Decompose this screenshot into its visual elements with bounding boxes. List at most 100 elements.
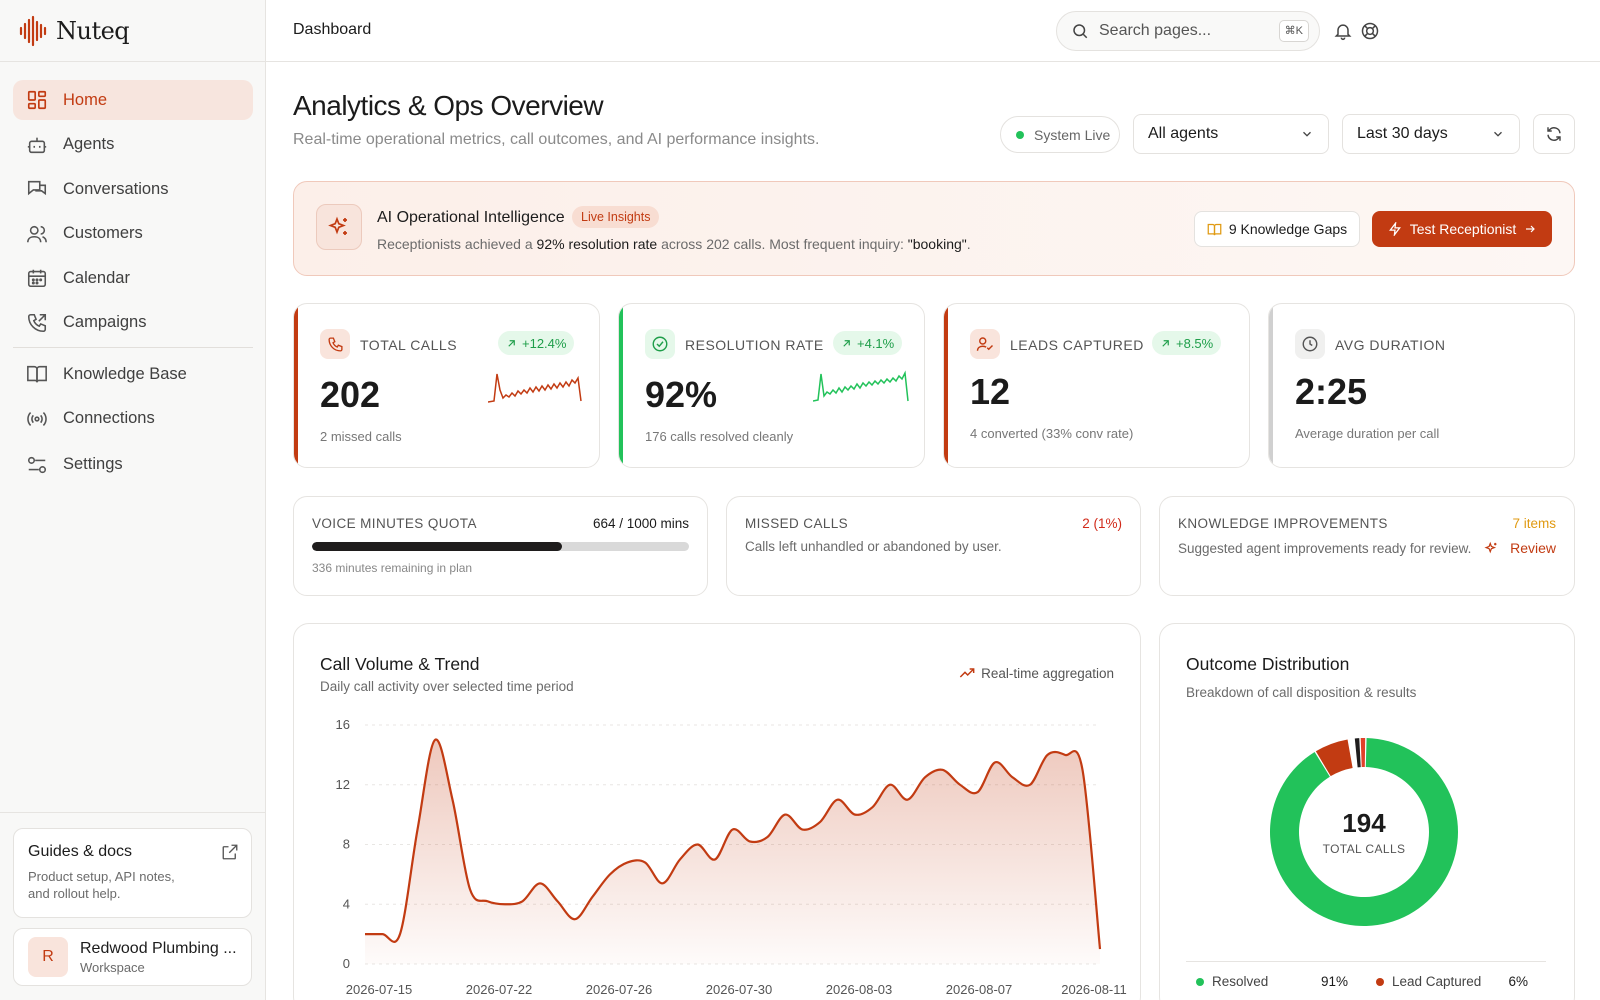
test-receptionist-button[interactable]: Test Receptionist — [1372, 211, 1552, 247]
sidebar-item-knowledge-base[interactable]: Knowledge Base — [13, 354, 253, 394]
guides-title: Guides & docs — [28, 843, 133, 860]
sidebar-item-conversations[interactable]: Conversations — [13, 169, 253, 209]
kpi-value: 92% — [645, 374, 718, 415]
kpi-label: LEADS CAPTURED — [1010, 337, 1144, 353]
kpi-card-resolution-rate: RESOLUTION RATE +4.1% 92% 176 calls reso… — [618, 303, 925, 468]
search-box[interactable]: ⌘K — [1056, 11, 1320, 51]
area-fill — [365, 739, 1100, 964]
external-link-icon[interactable] — [221, 843, 239, 861]
sidebar-item-agents[interactable]: Agents — [13, 125, 253, 165]
legend-dot — [1196, 977, 1204, 986]
sidebar-item-calendar[interactable]: Calendar — [13, 258, 253, 298]
test-receptionist-label: Test Receptionist — [1409, 221, 1517, 237]
panel-subtitle: Daily call activity over selected time p… — [320, 679, 574, 694]
kpi-value: 12 — [970, 371, 1011, 412]
check-circle-icon — [652, 336, 668, 352]
kpi-value: 2:25 — [1295, 371, 1368, 412]
search-input[interactable] — [1099, 22, 1269, 40]
workspace-switcher[interactable]: R Redwood Plumbing ... Workspace — [13, 928, 252, 986]
search-icon — [1073, 24, 1088, 39]
kpi-icon-box — [970, 329, 1000, 359]
lightning-icon — [1388, 222, 1401, 236]
x-tick-label: 2026-07-22 — [466, 982, 533, 997]
kpi-subtext: 4 converted (33% conv rate) — [970, 426, 1134, 441]
missed-calls-card: MISSED CALLS 2 (1%) Calls left unhandled… — [726, 496, 1141, 596]
book-icon — [27, 365, 47, 383]
page-title: Analytics & Ops Overview — [293, 90, 604, 121]
x-tick-label: 2026-07-26 — [586, 982, 653, 997]
donut-slice[interactable] — [1270, 738, 1458, 926]
knowledge-improvements-card: KNOWLEDGE IMPROVEMENTS 7 items Suggested… — [1159, 496, 1575, 596]
refresh-button[interactable] — [1533, 114, 1575, 154]
y-tick-label: 4 — [343, 896, 350, 911]
sidebar-item-home[interactable]: Home — [13, 80, 253, 120]
kpi-label: AVG DURATION — [1335, 337, 1446, 353]
status-badge: System Live — [1000, 116, 1120, 153]
call-volume-chart: 0 4 8 12 16 2026-07-15 2026-07-22 2026-07-26 202… — [336, 717, 1127, 997]
sidebar-item-campaigns[interactable]: Campaigns — [13, 303, 253, 343]
sidebar-item-connections[interactable]: Connections — [13, 399, 253, 439]
kpi-card-avg-duration: AVG DURATION 2:25 Average duration per c… — [1268, 303, 1575, 468]
trend-badge: +8.5% — [1152, 331, 1222, 355]
kpi-accent — [619, 304, 623, 467]
ai-banner-title: AI Operational Intelligence — [377, 209, 565, 226]
trend-badge: +4.1% — [833, 331, 903, 355]
kpi-label: TOTAL CALLS — [360, 337, 458, 353]
kpi-value: 202 — [320, 374, 381, 415]
agent-filter-select[interactable]: All agents — [1133, 114, 1329, 154]
sidebar-item-customers[interactable]: Customers — [13, 214, 253, 254]
help-lifebuoy-icon[interactable] — [1360, 21, 1380, 41]
legend-item: Lead Captured 6% — [1366, 974, 1546, 989]
arrow-up-right-icon — [1162, 339, 1169, 347]
phone-outgoing-icon — [27, 313, 47, 332]
avatar: R — [28, 937, 68, 977]
sparkles-icon — [1484, 541, 1497, 554]
sparkline — [488, 373, 582, 403]
sidebar-item-label: Settings — [63, 455, 123, 473]
guides-card[interactable]: Guides & docs Product setup, API notes, … — [13, 828, 252, 918]
outcome-legend: Resolved 91% Lead Captured 6% — [1186, 961, 1546, 1000]
knowledge-label: KNOWLEDGE IMPROVEMENTS — [1178, 516, 1388, 531]
kpi-subtext: 176 calls resolved cleanly — [645, 429, 794, 444]
missed-value: 2 (1%) — [1082, 516, 1122, 531]
guides-desc: Product setup, API notes, and rollout he… — [28, 869, 175, 901]
sidebar-item-label: Conversations — [63, 179, 169, 198]
agent-filter-value: All agents — [1148, 125, 1219, 142]
divider — [0, 812, 266, 813]
quota-label: VOICE MINUTES QUOTA — [312, 516, 477, 531]
knowledge-gaps-button[interactable]: 9 Knowledge Gaps — [1194, 211, 1360, 247]
range-filter-select[interactable]: Last 30 days — [1342, 114, 1520, 154]
panel-title: Call Volume & Trend — [320, 654, 480, 674]
donut-slice[interactable] — [1348, 738, 1357, 768]
review-link[interactable]: Review — [1510, 540, 1556, 556]
kpi-subtext: 2 missed calls — [320, 429, 402, 444]
donut-slice[interactable] — [1315, 739, 1353, 777]
kpi-card-total-calls: TOTAL CALLS +12.4% 202 2 missed calls — [293, 303, 600, 468]
broadcast-icon — [27, 411, 47, 426]
quota-sub: 336 minutes remaining in plan — [312, 561, 473, 575]
bell-icon[interactable] — [1333, 21, 1353, 41]
ai-icon-box — [316, 204, 362, 250]
quota-progress-bar — [312, 542, 689, 551]
knowledge-count: 7 items — [1512, 516, 1556, 531]
legend-dot — [1376, 977, 1384, 986]
quota-value: 664 / 1000 mins — [592, 516, 689, 531]
logo[interactable]: Nuteq — [18, 14, 130, 48]
missed-label: MISSED CALLS — [745, 516, 849, 531]
range-filter-value: Last 30 days — [1357, 125, 1448, 142]
arrow-right-icon — [1526, 225, 1536, 233]
kpi-icon-box — [1295, 329, 1325, 359]
sidebar-item-settings[interactable]: Settings — [13, 445, 253, 485]
legend-item: Resolved 91% — [1186, 974, 1366, 989]
donut-slice[interactable] — [1360, 738, 1366, 768]
refresh-icon — [1547, 127, 1561, 141]
ai-banner-description: Receptionists achieved a 92% resolution … — [377, 236, 971, 252]
donut-center-label: TOTAL CALLS — [1322, 842, 1406, 856]
series-line — [365, 738, 1102, 950]
x-tick-label: 2026-08-11 — [1061, 982, 1127, 997]
trend-badge: +12.4% — [498, 331, 575, 355]
y-tick-label: 12 — [336, 777, 350, 792]
donut-slice[interactable] — [1354, 738, 1361, 768]
kpi-accent — [294, 304, 298, 467]
users-icon — [27, 225, 47, 242]
